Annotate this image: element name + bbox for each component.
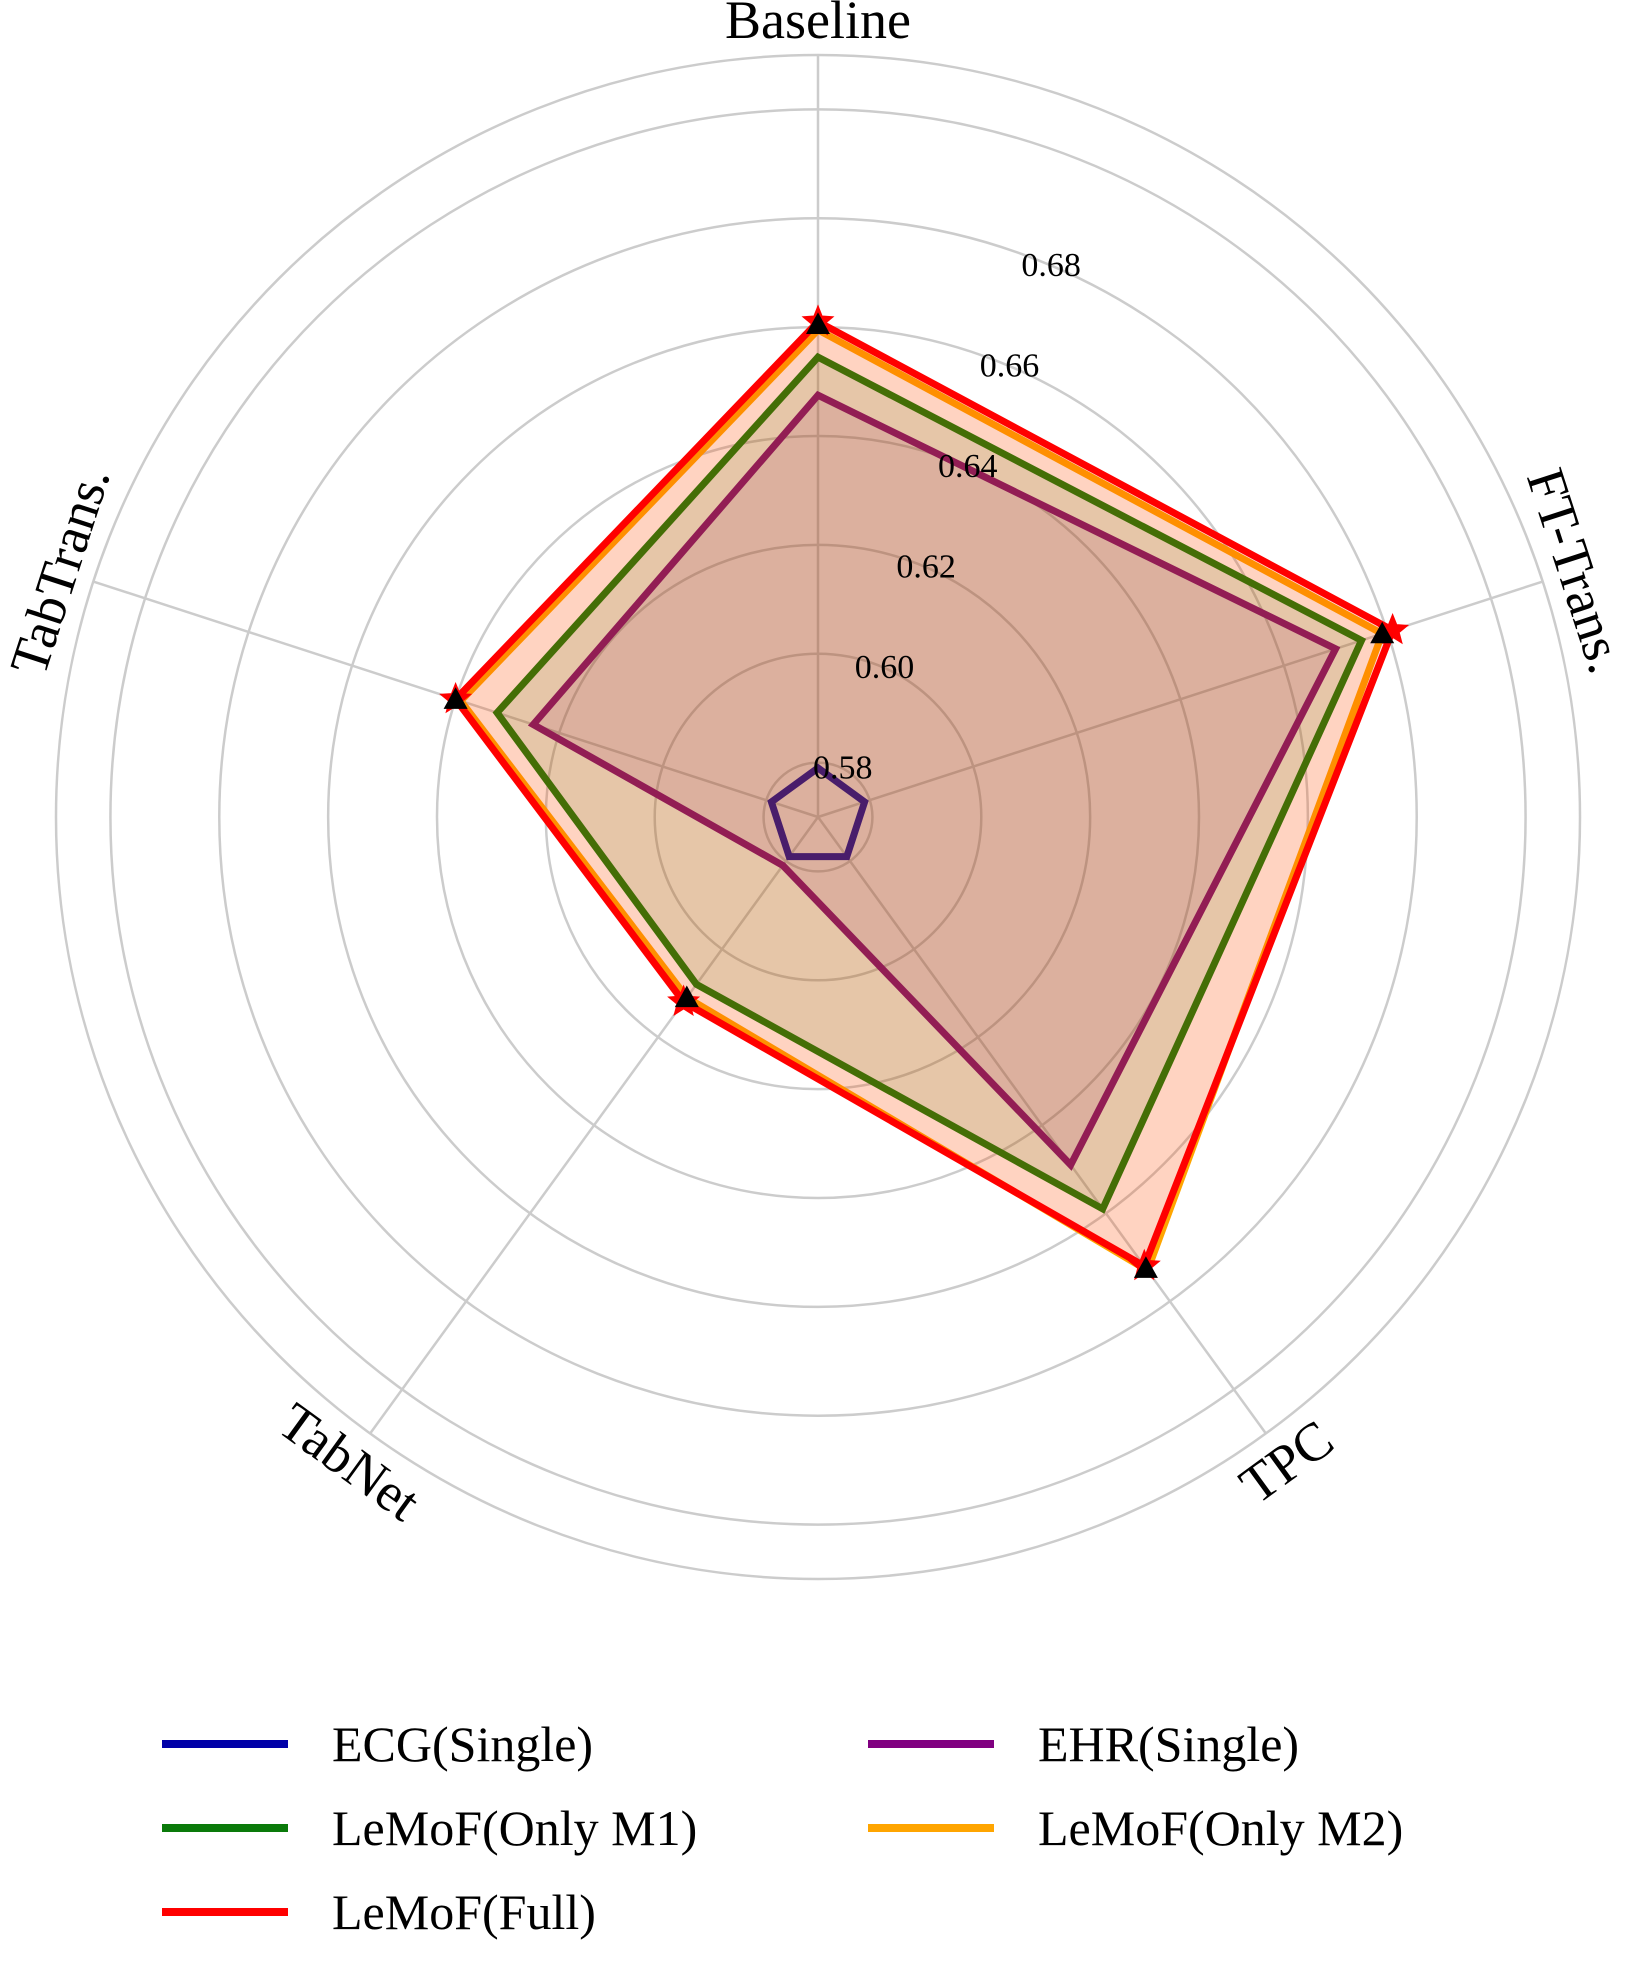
axis-label-ft-trans-: FT-Trans. bbox=[1515, 461, 1626, 680]
grid-spoke bbox=[817, 580, 1544, 819]
legend-label: ECG(Single) bbox=[332, 1716, 593, 1772]
marker-layer bbox=[439, 304, 1410, 1281]
axis-label-tpc: TPC bbox=[1229, 1408, 1344, 1515]
legend-label: LeMoF(Only M2) bbox=[1038, 1800, 1403, 1856]
axis-label-baseline: Baseline bbox=[725, 0, 911, 50]
grid-spoke bbox=[816, 816, 1267, 1435]
legend-label: LeMoF(Only M1) bbox=[332, 1800, 697, 1856]
radial-tick-labels: 0.58 0.60 0.62 0.64 0.66 0.68 bbox=[813, 247, 1081, 787]
radial-tick-label: 0.68 bbox=[1021, 247, 1081, 284]
axis-label-tabnet: TabNet bbox=[268, 1391, 431, 1533]
grid bbox=[54, 53, 1582, 1581]
triangle-marker bbox=[1133, 1256, 1158, 1278]
triangle-marker bbox=[443, 687, 468, 709]
radial-tick-label: 0.64 bbox=[938, 448, 998, 485]
triangle-marker bbox=[1370, 621, 1395, 644]
axis-label-tabtrans-: TabTrans. bbox=[0, 459, 122, 682]
radial-tick-label: 0.62 bbox=[896, 549, 956, 586]
legend: ECG(Single) EHR(Single) LeMoF(Only M1) LeMo… bbox=[162, 1716, 1403, 1940]
grid-spoke bbox=[369, 816, 820, 1435]
series-lemof-only-m1- bbox=[492, 352, 1367, 1214]
legend-label: LeMoF(Full) bbox=[332, 1884, 596, 1940]
triangle-marker bbox=[674, 985, 699, 1008]
series-layer bbox=[451, 317, 1397, 1276]
radial-tick-label: 0.58 bbox=[813, 750, 873, 787]
series-ehr-single- bbox=[527, 390, 1341, 1171]
series-lemof-full- bbox=[451, 317, 1397, 1272]
radial-tick-label: 0.66 bbox=[980, 347, 1040, 384]
triangle-marker bbox=[806, 312, 830, 334]
legend-label: EHR(Single) bbox=[1038, 1716, 1299, 1772]
series-ecg-single- bbox=[767, 763, 869, 861]
radial-tick-label: 0.60 bbox=[855, 649, 915, 686]
